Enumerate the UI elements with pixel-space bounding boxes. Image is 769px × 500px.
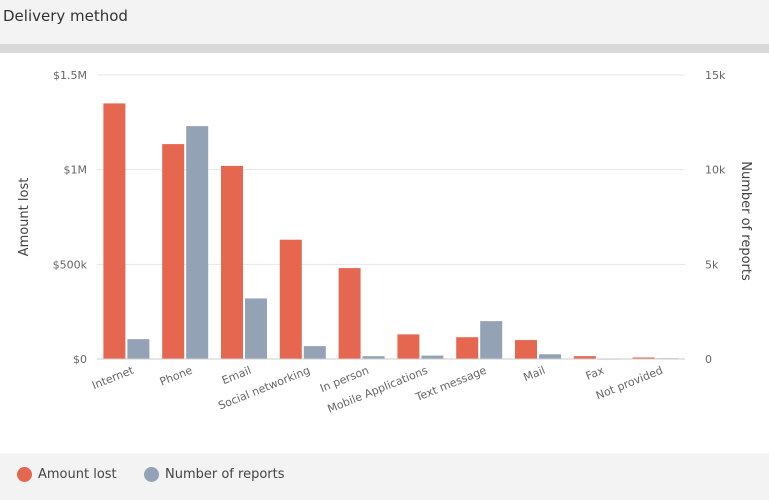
x-tick-label: Phone [158,364,195,389]
bar-number-of-reports [539,354,561,359]
bar-amount-lost [573,356,596,359]
legend-item-amount-lost[interactable]: Amount lost [17,467,117,482]
y-tick-label: $500k [53,258,88,271]
legend-dot-icon [144,467,159,482]
bar-amount-lost [221,165,243,359]
y2-tick-label: 10k [705,164,726,177]
bar-number-of-reports [421,355,444,359]
bar-amount-lost [632,357,655,359]
bar-number-of-reports [480,321,503,359]
x-tick-label: Mail [522,364,548,384]
bar-amount-lost [397,334,420,359]
x-tick-label: Not provided [594,364,665,403]
bar-number-of-reports [303,346,326,359]
title-divider [0,44,769,53]
y-axis-title: Amount lost [17,178,32,257]
x-tick-label: Internet [90,363,136,392]
bar-number-of-reports [245,298,267,359]
bar-number-of-reports [362,356,385,359]
bar-chart: $0 $500k $1M $1.5M 0 5k 10k 15k Amount lost Numbe… [17,69,753,416]
y2-tick-label: 15k [705,69,726,82]
bar-amount-lost [456,337,479,359]
bar-amount-lost [162,144,185,359]
bar-number-of-reports [127,339,150,359]
legend-item-number-of-reports[interactable]: Number of reports [144,467,285,482]
y2-axis-title: Number of reports [738,161,753,281]
chart-area: $0 $500k $1M $1.5M 0 5k 10k 15k Amount lost Numbe… [0,53,769,453]
y2-tick-label: 0 [705,353,712,366]
y-tick-label: $0 [73,353,87,366]
y2-tick-label: 5k [705,258,719,271]
legend-label: Number of reports [165,467,285,482]
legend-label: Amount lost [38,467,117,482]
panel-title: Delivery method [3,7,128,25]
x-tick-label: Mobile Applications [326,364,430,416]
x-tick-label: Fax [584,364,607,383]
bar-amount-lost [515,340,537,359]
bar-amount-lost [338,268,361,359]
y-tick-label: $1M [64,164,88,177]
legend-dot-icon [17,467,32,482]
bar-amount-lost [279,239,302,359]
x-tick-label: Email [220,364,253,387]
chart-legend: Amount lost Number of reports [0,453,769,500]
bar-amount-lost [103,103,126,360]
y-tick-label: $1.5M [53,69,87,82]
bar-number-of-reports [186,126,209,360]
